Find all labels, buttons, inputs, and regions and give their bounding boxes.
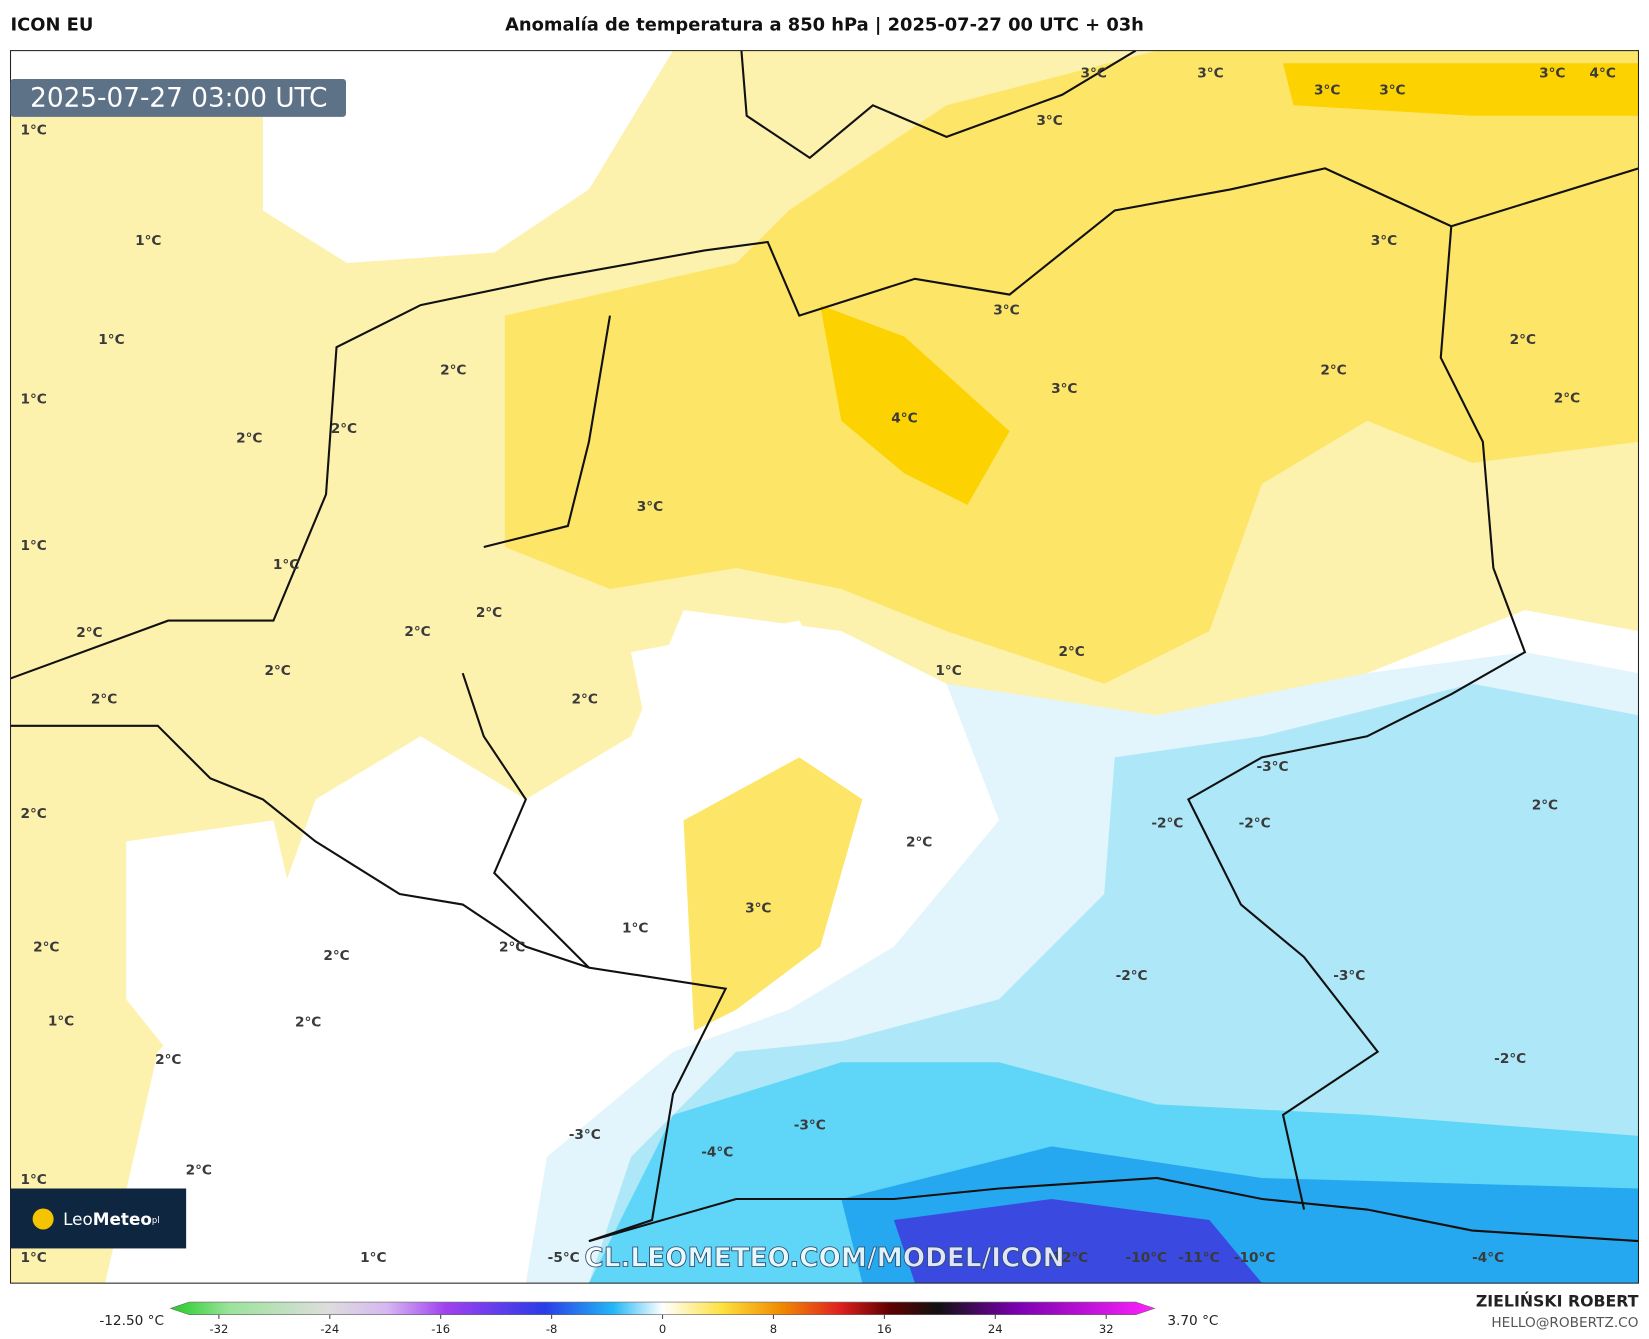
contour-label: 2°C	[906, 834, 932, 850]
contour-label: 3°C	[1539, 66, 1565, 82]
contour-label: -3°C	[794, 1117, 826, 1133]
contour-label: 3°C	[1081, 66, 1107, 82]
contour-label: 2°C	[331, 421, 357, 437]
anomaly-area	[893, 1199, 1262, 1284]
colorbar-tick-label: 32	[1099, 1322, 1114, 1336]
colorbar-min-label: -12.50 °C	[99, 1313, 164, 1329]
contour-label: 3°C	[1051, 381, 1077, 397]
contour-label: 1°C	[20, 538, 46, 554]
contour-label: 2°C	[476, 605, 502, 621]
contour-label: 3°C	[1371, 233, 1397, 249]
anomaly-area	[126, 50, 863, 1263]
contour-label: 1°C	[20, 392, 46, 408]
contour-label: 2°C	[1554, 391, 1580, 407]
map-field	[10, 50, 1639, 1284]
contour-label: 4°C	[1590, 66, 1616, 82]
contour-label: -5°C	[548, 1250, 580, 1266]
colorbar-tick-label: -16	[431, 1322, 450, 1336]
colorbar-tick-label: -8	[546, 1322, 558, 1336]
contour-label: 1°C	[360, 1250, 386, 1266]
contour-label: -4°C	[1472, 1250, 1504, 1266]
contour-label: 2°C	[264, 663, 290, 679]
timestamp-box	[10, 78, 346, 117]
contour-label: -11°C	[1178, 1250, 1220, 1266]
watermark: CL.LEOMETEO.COM/MODEL/ICON	[584, 1243, 1064, 1273]
anomaly-area	[504, 50, 1639, 1031]
contour-labels: 3°C 3°C 3°C 3°C 3°C 4°C 3°C 1°C 1°C 3°C 3°C 1°C 2°C 2…	[20, 66, 1615, 1266]
contour-label: 2°C	[91, 691, 117, 707]
contour-label: -3°C	[1256, 759, 1288, 775]
contour-label: 2°C	[404, 624, 430, 640]
contour-label: 1°C	[622, 921, 648, 937]
contour-label: -2°C	[1494, 1051, 1526, 1067]
author: ZIELIŃSKI ROBERT	[1476, 1292, 1639, 1311]
contour-label: -12°C	[1047, 1250, 1089, 1266]
logo-brand: Leo	[63, 1209, 93, 1229]
logo-sun	[32, 1208, 54, 1230]
contour-label: 2°C	[499, 940, 525, 956]
contour-label: 1°C	[98, 332, 124, 348]
contour-label: -10°C	[1234, 1250, 1276, 1266]
contour-label: 2°C	[323, 948, 349, 964]
colorbar-tick-label: -32	[209, 1322, 228, 1336]
map-frame	[9, 50, 1640, 1284]
logo-brand-bold: Meteo	[93, 1209, 152, 1229]
contour-label: -2°C	[1116, 968, 1148, 984]
colorbar-tick-label: 16	[877, 1322, 892, 1336]
colorbar-tick-label: 24	[988, 1322, 1003, 1336]
model-name: ICON EU	[11, 14, 94, 35]
colorbar-tick-label: -24	[320, 1322, 339, 1336]
contour-label: 1°C	[48, 1013, 74, 1029]
contour-label: 3°C	[745, 901, 771, 917]
logo-text: LeoMeteopl	[63, 1209, 160, 1229]
contour-label: 2°C	[1320, 362, 1346, 378]
contour-label: -3°C	[1333, 968, 1365, 984]
contour-label: 1°C	[135, 233, 161, 249]
contour-label: 1°C	[273, 557, 299, 573]
map-title: Anomalía de temperatura a 850 hPa | 2025…	[505, 14, 1144, 35]
contour-label: -4°C	[701, 1145, 733, 1161]
contour-label: 3°C	[993, 302, 1019, 318]
contour-label: 2°C	[20, 806, 46, 822]
contour-label: 1°C	[20, 1172, 46, 1188]
contour-label: 2°C	[76, 625, 102, 641]
email: HELLO@ROBERTZ.CO	[1491, 1315, 1638, 1331]
contour-label: 2°C	[295, 1014, 321, 1030]
contour-label: 3°C	[1379, 83, 1405, 99]
contour-label: 3°C	[637, 499, 663, 515]
contour-label: 2°C	[33, 940, 59, 956]
colorbar-max-label: 3.70 °C	[1167, 1313, 1218, 1329]
logo-suffix: pl	[152, 1215, 160, 1225]
contour-label: 1°C	[20, 123, 46, 139]
contour-label: 2°C	[1510, 332, 1536, 348]
contour-label: 3°C	[1314, 83, 1340, 99]
contour-label: -2°C	[1239, 816, 1271, 832]
contour-label: 2°C	[440, 362, 466, 378]
contour-label: 2°C	[186, 1163, 212, 1179]
contour-label: 2°C	[155, 1052, 181, 1068]
contour-label: 4°C	[891, 411, 917, 427]
contour-label: 2°C	[1058, 644, 1084, 660]
contour-label: 1°C	[935, 663, 961, 679]
contour-label: 2°C	[572, 691, 598, 707]
borders	[10, 50, 1639, 1243]
contour-label: -2°C	[1151, 816, 1183, 832]
contour-label: 3°C	[1036, 113, 1062, 129]
contour-label: -3°C	[569, 1127, 601, 1143]
colorbar-tick-label: 0	[659, 1322, 666, 1336]
colorbar-ticks: -32 -24 -16 -8 0 8 16 24 32	[209, 1314, 1114, 1336]
colorbar	[169, 1301, 1156, 1315]
colorbar-tick-label: 8	[770, 1322, 777, 1336]
anomaly-area	[820, 63, 1639, 505]
contour-label: -10°C	[1126, 1250, 1168, 1266]
contour-label: 2°C	[1532, 798, 1558, 814]
contour-label: 1°C	[20, 1250, 46, 1266]
contour-label: 2°C	[236, 431, 262, 447]
timestamp: 2025-07-27 03:00 UTC	[30, 83, 327, 113]
contour-label: 3°C	[1197, 66, 1223, 82]
